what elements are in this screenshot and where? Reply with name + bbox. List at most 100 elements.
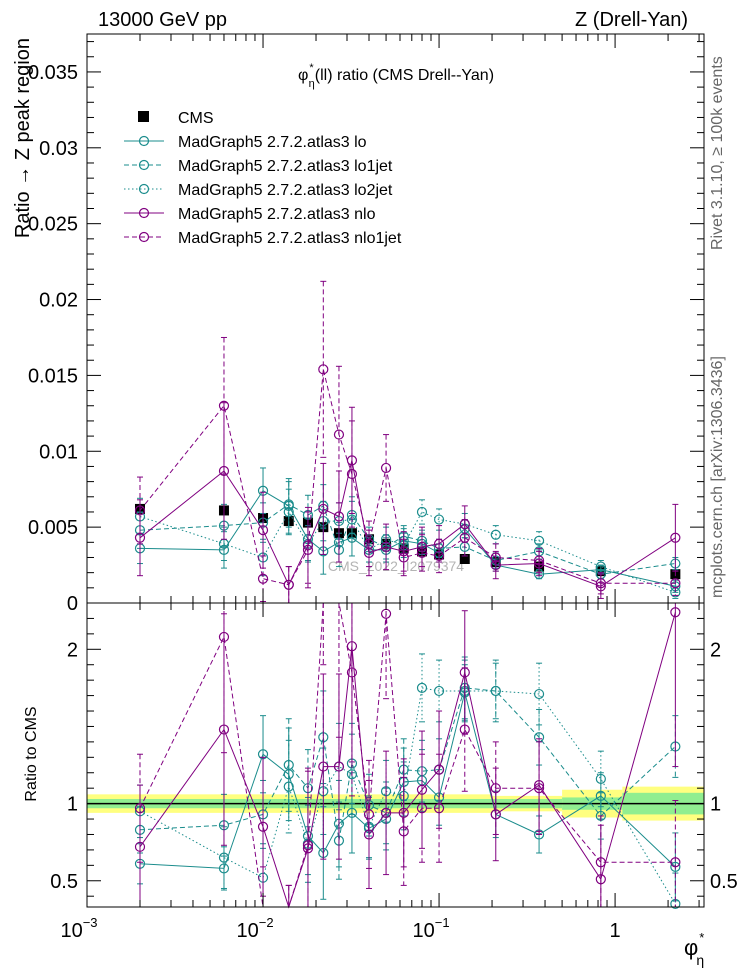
data-point [533,783,545,794]
xlabel-sub: η [696,952,704,968]
legend-label: MadGraph5 2.7.2.atlas3 lo [178,134,367,151]
main-series-madgraph5-2-7-2-atlas3-nlo1jet [134,280,681,603]
rivet-label: Rivet 3.1.10, ≥ 100k events [709,56,726,250]
y-tick-label: 0.03 [39,138,78,160]
data-point [346,514,358,525]
data-point [346,807,358,818]
y-tick-label: 0.035 [28,62,78,84]
data-point [218,400,230,411]
y-tick-label: 0.005 [28,517,78,539]
series-line [139,687,676,905]
data-point [433,685,445,697]
header-right: Z (Drell-Yan) [575,9,688,31]
x-tick-label: 10−3 [60,915,97,942]
xlabel-phi: φ [684,935,698,960]
legend-marker [138,111,149,122]
ratio-ylabel: Ratio to CMS [23,706,40,801]
legend-entry-madgraph5-2-7-2-atlas3-lo2jet: MadGraph5 2.7.2.atlas3 lo2jet [124,182,393,199]
ratio-series-madgraph5-2-7-2-atlas3-nlo1jet [134,602,681,908]
data-point [257,573,269,584]
series-line [139,369,676,586]
y-tick-label: 2 [67,639,78,661]
data-point [363,809,375,820]
data-point [380,807,392,818]
title-sup: * [309,62,314,74]
legend-entry-madgraph5-2-7-2-atlas3-lo1jet: MadGraph5 2.7.2.atlas3 lo1jet [124,158,393,175]
data-point [670,861,681,872]
ratio-series-madgraph5-2-7-2-atlas3-nlo [134,603,681,909]
data-point [433,550,445,562]
series-line [139,503,676,575]
data-point [595,578,606,589]
data-point [257,821,269,832]
watermark: CMS_2022_I2079374 [328,558,464,574]
data-point [398,807,409,818]
data-point [302,840,314,851]
data-point [398,826,409,837]
ratio-panel: Ratio to CMS 0.5 0.5 1 1 2 2 10−3 10−2 10−1 1 φ* η [23,602,738,968]
data-point [363,829,375,840]
data-point [490,783,501,794]
header-left: 13000 GeV pp [98,9,227,31]
data-point [416,803,428,814]
y-tick-label: 0.01 [39,441,78,463]
y-tick-label-right: 2 [710,639,721,661]
series-line [139,687,676,841]
data-point [416,784,428,795]
data-point [459,532,470,543]
legend-entry-madgraph5-2-7-2-atlas3-lo: MadGraph5 2.7.2.atlas3 lo [124,134,367,151]
data-point [533,779,545,791]
data-point [433,514,445,525]
series-line [139,612,676,909]
y-tick-label: 1 [67,794,78,816]
data-point [670,532,681,543]
y-tick-label: 0.5 [50,871,78,893]
data-point [595,773,606,785]
legend-marker [138,231,150,243]
title-rest: (ll) ratio (CMS Drell--Yan) [315,67,494,84]
data-point [346,769,358,780]
data-point [218,852,230,863]
data-point [595,857,606,868]
x-tick-label: 10−2 [236,915,273,942]
legend: CMS MadGraph5 2.7.2.atlas3 lo MadGraph5 2.… [124,110,402,247]
title-sub: η [309,78,315,90]
data-point [490,685,501,697]
mcplots-label: mcplots.cern.ch [arXiv:1306.3436] [709,356,726,598]
data-point [333,511,345,522]
data-point [533,688,545,700]
data-point [433,803,445,814]
legend-label: CMS [178,110,214,127]
data-point [346,468,358,480]
data-point [318,364,329,375]
legend-label: MadGraph5 2.7.2.atlas3 nlo1jet [178,230,402,247]
legend-marker [138,135,150,147]
y-tick-label-right: 0.5 [710,871,738,893]
data-point [670,607,681,618]
data-point [318,761,329,772]
x-axis-label: φ* η [684,930,704,968]
main-ylabel: Ratio → Z peak region [12,38,34,238]
title-phi: φ [298,67,308,84]
data-point [416,682,428,693]
data-point [459,724,470,735]
data-point [218,631,230,643]
data-point [318,503,329,515]
legend-label: MadGraph5 2.7.2.atlas3 lo2jet [178,182,393,199]
data-point [416,506,428,518]
legend-entry-madgraph5-2-7-2-atlas3-nlo1jet: MadGraph5 2.7.2.atlas3 nlo1jet [124,230,402,247]
data-point [257,525,269,536]
legend-entry-cms: CMS [138,110,214,127]
data-point [333,429,345,440]
data-point [380,462,392,474]
data-point [533,555,545,566]
data-point [398,552,409,563]
ratio-series-madgraph5-2-7-2-atlas3-lo1jet [134,656,681,880]
x-tick-label: 1 [610,920,621,942]
data-point [380,541,392,552]
data-point [283,781,294,792]
data-point [346,667,358,678]
data-point [134,803,146,814]
y-tick-label-right: 1 [710,794,721,816]
